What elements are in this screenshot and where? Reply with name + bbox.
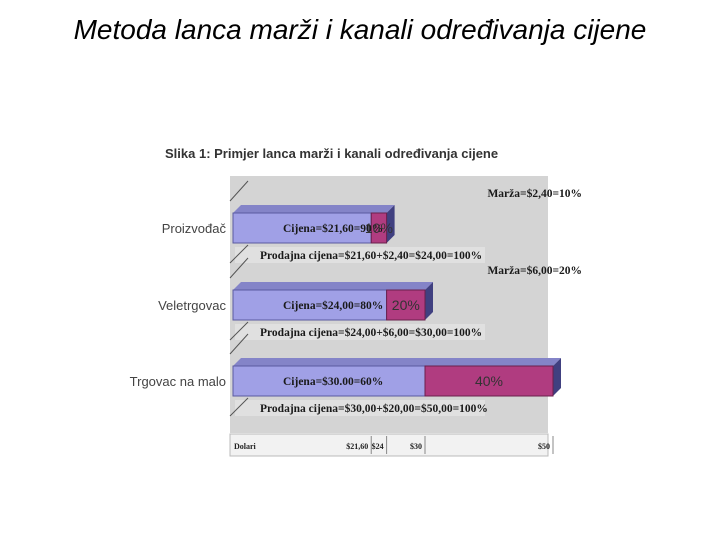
row-3-diagonal-mark-bottom [229, 397, 249, 417]
row-3-cost-bar [232, 365, 426, 397]
row-1-bar-side [386, 205, 395, 243]
x-tick-label-3: $30 [410, 442, 422, 451]
row-3-diagonal-mark [229, 333, 249, 355]
row-3-margin-pct: 40% [475, 373, 503, 389]
row-2-bar-side [425, 282, 433, 320]
row-2-diagonal-mark-bottom [229, 321, 249, 341]
row-3-sale-label: Prodajna cijena=$30,00+$20,00=$50,00=100… [260, 402, 488, 415]
row-1-sale-strip [235, 247, 485, 263]
slide-title: Metoda lanca marži i kanali određivanja … [73, 14, 647, 45]
row-1-cost-bar [232, 212, 372, 244]
row-3-bar-top [233, 358, 561, 366]
row-2-bar-top [233, 282, 433, 290]
row-1-margin-bar [370, 212, 388, 244]
row-1-category: Proizvođač [162, 221, 227, 236]
row-3-category: Trgovac na malo [130, 374, 226, 389]
row-1-bar-top [233, 205, 395, 213]
row-2-sale-strip [235, 324, 485, 340]
x-tick-label-4: $50 [538, 442, 550, 451]
row-1-diagonal-mark-bottom [229, 244, 249, 264]
x-axis-unit: Dolari [234, 442, 257, 451]
row-1-margin-note: Marža=$2,40=10% [487, 187, 582, 200]
x-tick-label-2: $24 [372, 442, 384, 451]
row-1-margin-pct: 10% [365, 220, 393, 236]
row-3-sale-strip [235, 400, 485, 416]
row-3-cost-label: Cijena=$30.00=60% [283, 375, 383, 388]
row-2-sale-label: Prodajna cijena=$24,00+$6,00=$30,00=100% [260, 326, 482, 339]
row-2-margin-pct: 20% [392, 297, 420, 313]
row-3-margin-bar [424, 365, 554, 397]
row-2-cost-label: Cijena=$24,00=80% [283, 299, 383, 312]
row-2-margin-bar [386, 289, 426, 321]
row-1-sale-label: Prodajna cijena=$21,60+$2,40=$24,00=100% [260, 249, 482, 262]
row-1-cost-label: Cijena=$21,60=90% [283, 222, 383, 235]
row-1-diagonal-mark [229, 180, 249, 202]
x-axis-strip [229, 433, 549, 457]
margin-chain-figure: Slika 1: Primjer lanca marži i kanali od… [130, 138, 600, 463]
row-2-margin-note: Marža=$6,00=20% [487, 264, 582, 277]
row-2-cost-bar [232, 289, 388, 321]
figure-caption: Slika 1: Primjer lanca marži i kanali od… [165, 146, 499, 161]
margin-chain-chart: Cijena=$21,60=90%10% Prodajna cijena=$21,… [130, 176, 582, 457]
row-2-diagonal-mark [229, 257, 249, 279]
row-2-category: Veletrgovac [158, 298, 226, 313]
row-3-bar-side [553, 358, 561, 396]
x-tick-label-1: $21,60 [346, 442, 368, 451]
